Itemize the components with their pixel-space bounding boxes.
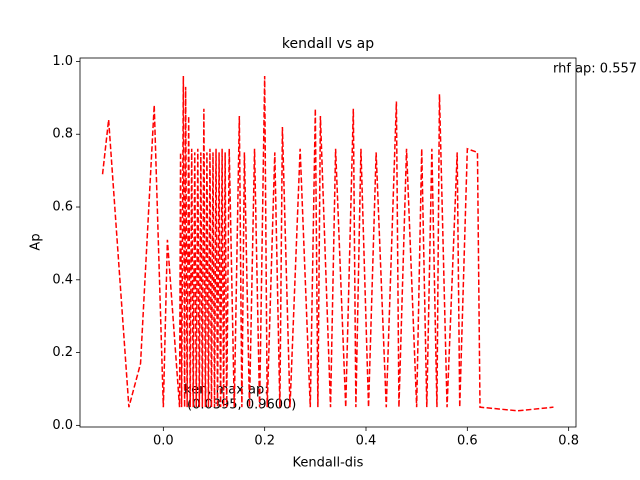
data-line bbox=[101, 75, 554, 412]
annotation: rhf ap: 0.557 bbox=[553, 62, 637, 77]
y-tick-label: 0.8 bbox=[52, 127, 73, 142]
x-axis-label: Kendall-dis bbox=[293, 456, 364, 471]
x-tick-label: 0.2 bbox=[254, 434, 275, 449]
plot-frame bbox=[79, 57, 577, 428]
y-tick-label: 0.0 bbox=[52, 418, 73, 433]
chart-title: kendall vs ap bbox=[282, 36, 374, 52]
y-tick-label: 1.0 bbox=[52, 54, 73, 69]
x-tick-label: 0.4 bbox=[356, 434, 377, 449]
x-tick-label: 0.6 bbox=[457, 434, 478, 449]
x-tick-label: 0.0 bbox=[153, 434, 174, 449]
y-tick-label: 0.2 bbox=[52, 345, 73, 360]
y-tick-label: 0.6 bbox=[52, 200, 73, 215]
x-tick-label: 0.8 bbox=[558, 434, 579, 449]
y-axis-label: Ap bbox=[29, 233, 44, 250]
y-tick-label: 0.4 bbox=[52, 272, 73, 287]
